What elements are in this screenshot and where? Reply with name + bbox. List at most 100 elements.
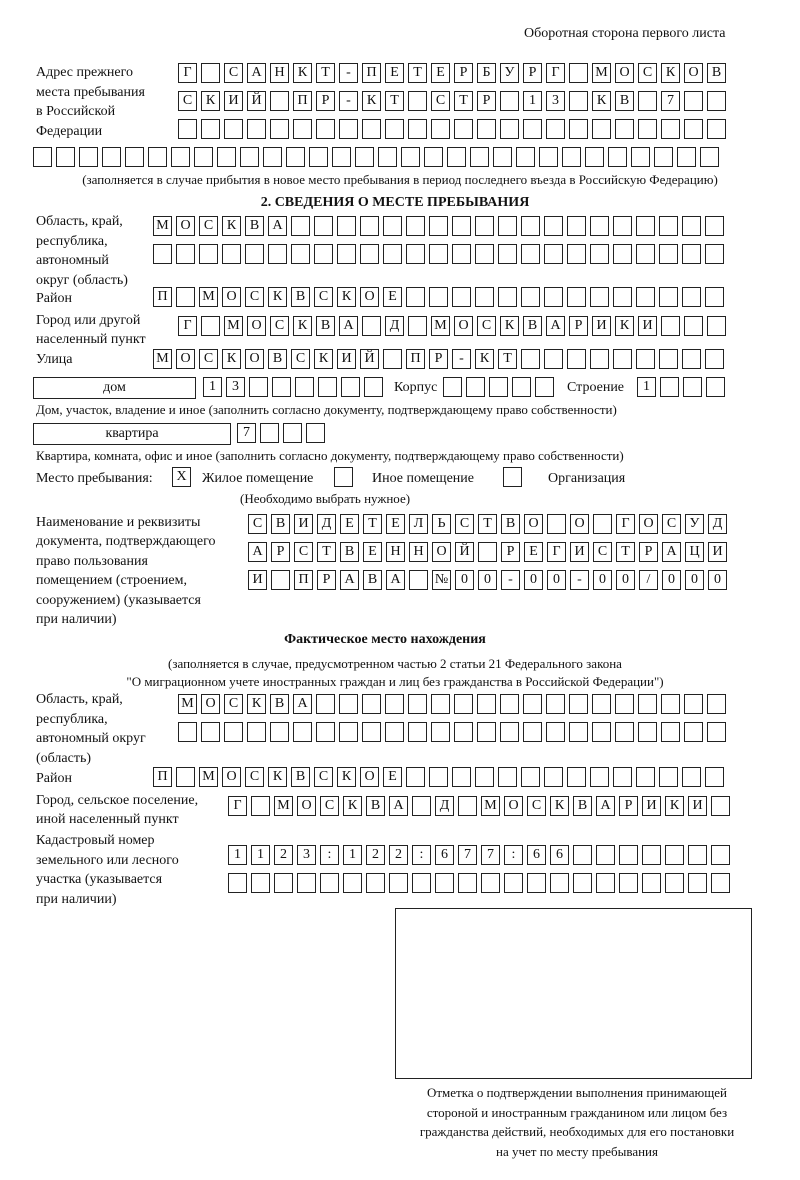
char-cell[interactable] bbox=[659, 767, 678, 787]
char-cell[interactable] bbox=[500, 119, 519, 139]
char-cell[interactable]: - bbox=[452, 349, 471, 369]
char-cell[interactable] bbox=[569, 91, 588, 111]
char-cell[interactable]: И bbox=[708, 542, 727, 562]
char-cell[interactable]: Т bbox=[454, 91, 473, 111]
char-cell[interactable] bbox=[569, 119, 588, 139]
char-cell[interactable] bbox=[596, 873, 615, 893]
char-cell[interactable]: И bbox=[337, 349, 356, 369]
char-cell[interactable] bbox=[429, 216, 448, 236]
char-cell[interactable] bbox=[201, 63, 220, 83]
char-cell[interactable] bbox=[148, 147, 167, 167]
char-cell[interactable]: 0 bbox=[593, 570, 612, 590]
char-cell[interactable] bbox=[283, 423, 302, 443]
char-cell[interactable] bbox=[489, 377, 508, 397]
char-cell[interactable] bbox=[661, 694, 680, 714]
char-cell[interactable]: Р bbox=[271, 542, 290, 562]
char-cell[interactable] bbox=[707, 91, 726, 111]
char-cell[interactable] bbox=[406, 244, 425, 264]
char-cell[interactable] bbox=[544, 287, 563, 307]
char-cell[interactable]: Т bbox=[317, 542, 336, 562]
char-cell[interactable] bbox=[429, 287, 448, 307]
char-cell[interactable]: О bbox=[176, 216, 195, 236]
char-cell[interactable] bbox=[498, 244, 517, 264]
char-cell[interactable]: К bbox=[475, 349, 494, 369]
char-cell[interactable] bbox=[270, 119, 289, 139]
char-cell[interactable] bbox=[631, 147, 650, 167]
char-cell[interactable]: К bbox=[247, 694, 266, 714]
char-cell[interactable] bbox=[585, 147, 604, 167]
char-cell[interactable] bbox=[343, 873, 362, 893]
char-cell[interactable]: М bbox=[481, 796, 500, 816]
char-cell[interactable] bbox=[475, 287, 494, 307]
char-cell[interactable]: О bbox=[615, 63, 634, 83]
char-cell[interactable] bbox=[682, 349, 701, 369]
char-cell[interactable]: Е bbox=[383, 767, 402, 787]
char-cell[interactable] bbox=[33, 147, 52, 167]
char-cell[interactable]: У bbox=[685, 514, 704, 534]
char-cell[interactable] bbox=[705, 349, 724, 369]
char-cell[interactable] bbox=[408, 694, 427, 714]
char-cell[interactable]: К bbox=[314, 349, 333, 369]
char-cell[interactable] bbox=[504, 873, 523, 893]
char-cell[interactable]: К bbox=[268, 287, 287, 307]
char-cell[interactable] bbox=[260, 423, 279, 443]
char-cell[interactable] bbox=[263, 147, 282, 167]
char-cell[interactable]: У bbox=[500, 63, 519, 83]
char-cell[interactable] bbox=[309, 147, 328, 167]
char-cell[interactable] bbox=[408, 722, 427, 742]
char-cell[interactable] bbox=[454, 722, 473, 742]
char-cell[interactable] bbox=[521, 349, 540, 369]
char-cell[interactable]: С bbox=[270, 316, 289, 336]
char-cell[interactable] bbox=[478, 542, 497, 562]
char-cell[interactable] bbox=[636, 287, 655, 307]
char-cell[interactable] bbox=[567, 216, 586, 236]
char-cell[interactable] bbox=[573, 845, 592, 865]
char-cell[interactable]: О bbox=[201, 694, 220, 714]
char-cell[interactable] bbox=[431, 722, 450, 742]
char-cell[interactable]: С bbox=[224, 694, 243, 714]
char-cell[interactable] bbox=[638, 91, 657, 111]
char-cell[interactable]: Н bbox=[270, 63, 289, 83]
char-cell[interactable]: Р bbox=[477, 91, 496, 111]
char-cell[interactable] bbox=[706, 377, 725, 397]
char-cell[interactable]: 6 bbox=[550, 845, 569, 865]
char-cell[interactable]: 0 bbox=[524, 570, 543, 590]
char-cell[interactable] bbox=[466, 377, 485, 397]
char-cell[interactable] bbox=[389, 873, 408, 893]
char-cell[interactable] bbox=[385, 119, 404, 139]
char-cell[interactable] bbox=[688, 873, 707, 893]
char-cell[interactable] bbox=[178, 119, 197, 139]
char-cell[interactable] bbox=[178, 722, 197, 742]
char-cell[interactable]: Т bbox=[616, 542, 635, 562]
char-cell[interactable] bbox=[562, 147, 581, 167]
char-cell[interactable]: В bbox=[270, 694, 289, 714]
char-cell[interactable]: А bbox=[386, 570, 405, 590]
char-cell[interactable]: К bbox=[337, 287, 356, 307]
char-cell[interactable]: 1 bbox=[343, 845, 362, 865]
char-cell[interactable]: С bbox=[477, 316, 496, 336]
char-cell[interactable] bbox=[592, 694, 611, 714]
char-cell[interactable] bbox=[521, 216, 540, 236]
char-cell[interactable]: В bbox=[291, 767, 310, 787]
char-cell[interactable] bbox=[707, 694, 726, 714]
char-cell[interactable] bbox=[707, 119, 726, 139]
char-cell[interactable]: 0 bbox=[662, 570, 681, 590]
char-cell[interactable]: 7 bbox=[458, 845, 477, 865]
char-cell[interactable] bbox=[454, 119, 473, 139]
char-cell[interactable]: - bbox=[339, 63, 358, 83]
char-cell[interactable] bbox=[454, 694, 473, 714]
char-cell[interactable]: Е bbox=[340, 514, 359, 534]
char-cell[interactable] bbox=[661, 722, 680, 742]
char-cell[interactable] bbox=[406, 287, 425, 307]
char-cell[interactable]: М bbox=[153, 216, 172, 236]
char-cell[interactable] bbox=[56, 147, 75, 167]
char-cell[interactable] bbox=[201, 316, 220, 336]
char-cell[interactable] bbox=[293, 119, 312, 139]
char-cell[interactable] bbox=[224, 119, 243, 139]
char-cell[interactable]: О bbox=[245, 349, 264, 369]
char-cell[interactable] bbox=[470, 147, 489, 167]
char-cell[interactable]: И bbox=[688, 796, 707, 816]
char-cell[interactable] bbox=[682, 767, 701, 787]
char-cell[interactable]: Ь bbox=[432, 514, 451, 534]
char-cell[interactable]: К bbox=[362, 91, 381, 111]
